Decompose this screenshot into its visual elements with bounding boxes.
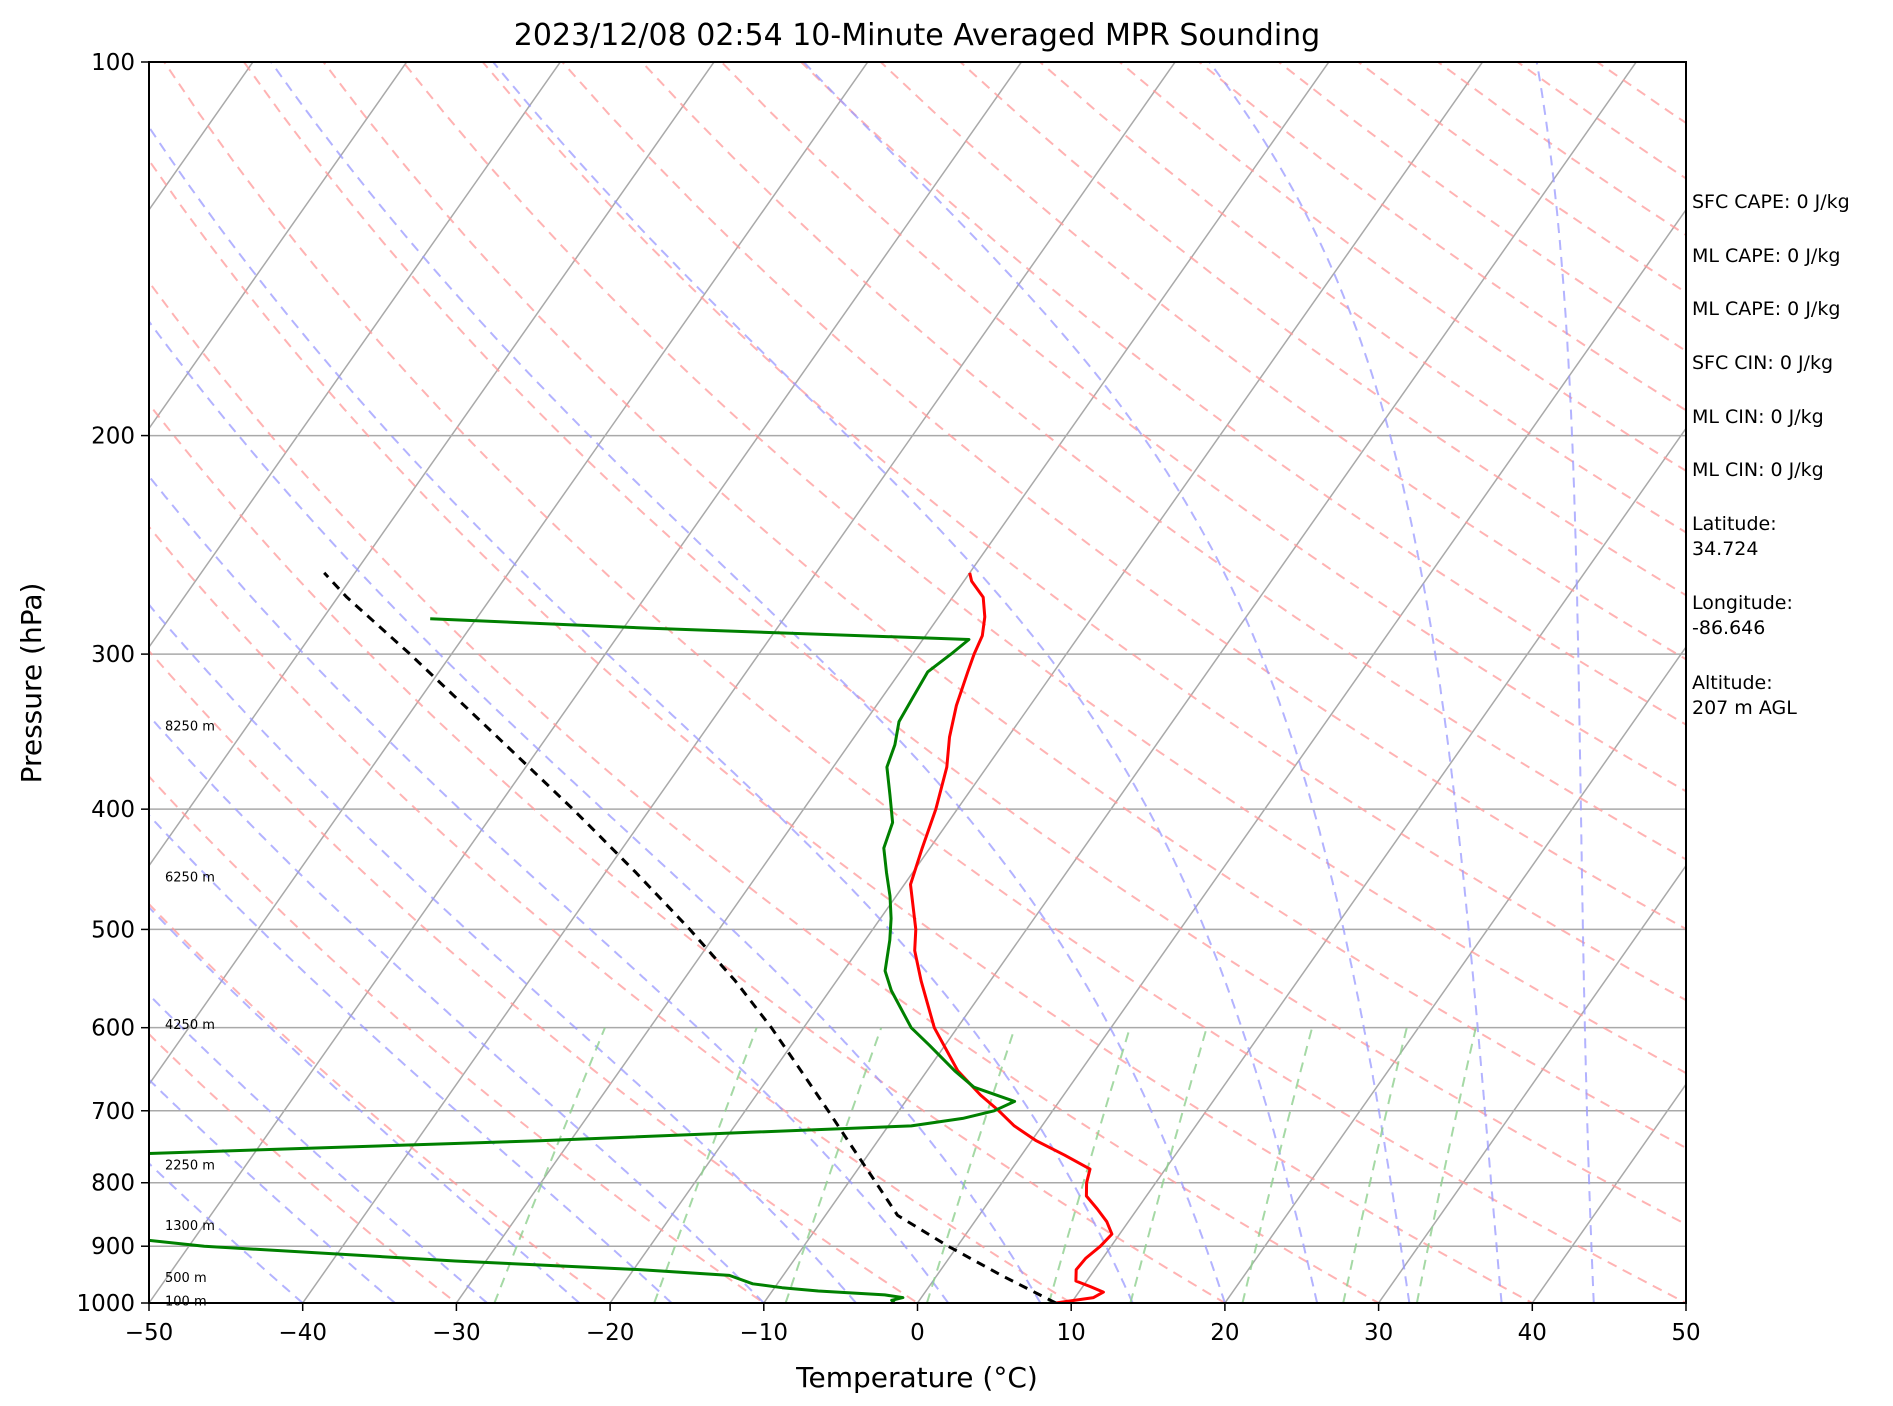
altitude-text: Altitude: 207 m AGL	[1692, 672, 1797, 719]
dry-adiabat-line	[149, 902, 612, 1303]
isotherm-line	[149, 62, 562, 649]
y-tick-label: 800	[91, 1171, 135, 1197]
axis-ticks: −50 −40 −30 −20 −10 0 10 20 30 40 50 100 200 300 400 50…	[76, 50, 1700, 1346]
height-label: 1300 m	[165, 1219, 215, 1234]
moist-adiabat-line	[802, 62, 1411, 1303]
isotherm-line	[301, 62, 1177, 1303]
mixing-ratio-line	[493, 1027, 606, 1303]
y-tick-label: 900	[91, 1234, 135, 1260]
dry-adiabat-line	[149, 649, 920, 1303]
mixing-ratio-line	[653, 1027, 758, 1303]
x-tick-label: −40	[278, 1320, 327, 1346]
isotherm-line	[762, 62, 1638, 1303]
mixing-ratio-line	[1342, 1027, 1408, 1303]
y-tick-label: 1000	[76, 1291, 135, 1317]
x-tick-label: 20	[1210, 1320, 1239, 1346]
parcel-profile-line	[323, 571, 1057, 1303]
moist-adiabat-line	[491, 62, 1319, 1303]
dry-adiabat-line	[720, 62, 1686, 793]
y-tick-label: 600	[91, 1016, 135, 1042]
mixing-ratio-line	[1241, 1027, 1314, 1303]
data-lines	[149, 571, 1114, 1303]
isotherm-line	[1223, 645, 1686, 1303]
ml-cin-text: ML CIN: 0 J/kg	[1692, 406, 1824, 428]
x-tick-label: −10	[740, 1320, 789, 1346]
mixing-ratio-line	[925, 1027, 1016, 1303]
y-tick-label: 500	[91, 917, 135, 943]
sfc-cin-text: SFC CIN: 0 J/kg	[1692, 352, 1834, 374]
height-label: 500 m	[165, 1271, 207, 1286]
sfc-cape-text: SFC CAPE: 0 J/kg	[1692, 191, 1850, 213]
isotherm-line	[149, 62, 1023, 1303]
mixing-ratio-line	[1129, 1027, 1208, 1303]
y-tick-label: 700	[91, 1099, 135, 1125]
x-tick-label: 30	[1364, 1320, 1393, 1346]
moist-adiabat-line	[269, 62, 1226, 1303]
height-label: 4250 m	[165, 1018, 215, 1033]
height-label: 6250 m	[165, 870, 215, 885]
isotherm-line	[149, 62, 715, 868]
dry-adiabat-line	[149, 402, 1227, 1303]
y-tick-label: 300	[91, 642, 135, 668]
mixing-ratio-line	[784, 1027, 883, 1303]
isotherm-line	[455, 62, 1330, 1303]
mixing-ratio-line	[1415, 1027, 1477, 1303]
isotherm-line	[1377, 864, 1686, 1303]
y-axis-label: Pressure (hPa)	[15, 583, 48, 784]
x-tick-label: 0	[910, 1320, 925, 1346]
x-tick-label: −50	[125, 1320, 174, 1346]
moist-adiabat-line	[149, 603, 857, 1303]
dry-adiabat-line	[149, 775, 766, 1303]
height-label: 100 m	[165, 1294, 207, 1309]
dry-adiabat-line	[322, 62, 1686, 1150]
dry-adiabat-line	[163, 62, 1686, 1303]
height-label: 2250 m	[165, 1159, 215, 1174]
y-tick-label: 200	[91, 424, 135, 450]
y-tick-label: 100	[91, 50, 135, 76]
dry-adiabat-line	[149, 1032, 459, 1303]
longitude-text: Longitude: -86.646	[1692, 592, 1793, 639]
dry-adiabat-line	[149, 280, 1381, 1303]
temperature-profile-line	[909, 572, 1114, 1303]
isotherm-line	[1531, 1083, 1686, 1303]
x-tick-label: −20	[586, 1320, 635, 1346]
latitude-text: Latitude: 34.724	[1692, 513, 1777, 560]
x-tick-label: 50	[1671, 1320, 1700, 1346]
isotherm-line	[149, 62, 869, 1086]
dry-adiabat-line	[481, 62, 1686, 1002]
y-tick-label: 400	[91, 797, 135, 823]
isotherm-line	[916, 208, 1686, 1303]
dry-adiabat-line	[149, 158, 1535, 1303]
height-label: 8250 m	[165, 719, 215, 734]
height-labels: 100 m 500 m 1300 m 2250 m 4250 m 6250 m 8250 m	[165, 719, 215, 1309]
ml-cape-text: ML CAPE: 0 J/kg	[1692, 245, 1841, 267]
isotherm-line	[609, 62, 1484, 1303]
moist-adiabat-line	[149, 474, 950, 1303]
dewpoint-profile-line	[149, 617, 1017, 1303]
ml-cin-text-2: ML CIN: 0 J/kg	[1692, 459, 1824, 481]
moist-adiabat-line	[1208, 62, 1503, 1303]
x-tick-label: 10	[1057, 1320, 1086, 1346]
dry-adiabat-line	[401, 62, 1686, 1075]
chart-title: 2023/12/08 02:54 10-Minute Averaged MPR …	[514, 18, 1320, 53]
dry-adiabat-line	[149, 525, 1074, 1303]
ml-cape-text-2: ML CAPE: 0 J/kg	[1692, 298, 1841, 320]
dry-adiabat-line	[242, 62, 1686, 1226]
x-tick-label: 40	[1518, 1320, 1547, 1346]
background-lines	[149, 62, 1686, 1303]
moist-adiabat-line	[149, 714, 765, 1303]
mixing-ratio-line	[1047, 1027, 1131, 1303]
moist-adiabat-line	[149, 125, 1134, 1303]
moist-adiabat-line	[1535, 62, 1595, 1303]
x-axis-label: Temperature (°C)	[795, 1361, 1038, 1394]
isotherm-line	[149, 62, 408, 430]
x-tick-label: −30	[432, 1320, 481, 1346]
dry-adiabat-line	[799, 62, 1686, 726]
isotherm-line	[1070, 427, 1686, 1303]
moist-adiabat-line	[149, 319, 1042, 1303]
